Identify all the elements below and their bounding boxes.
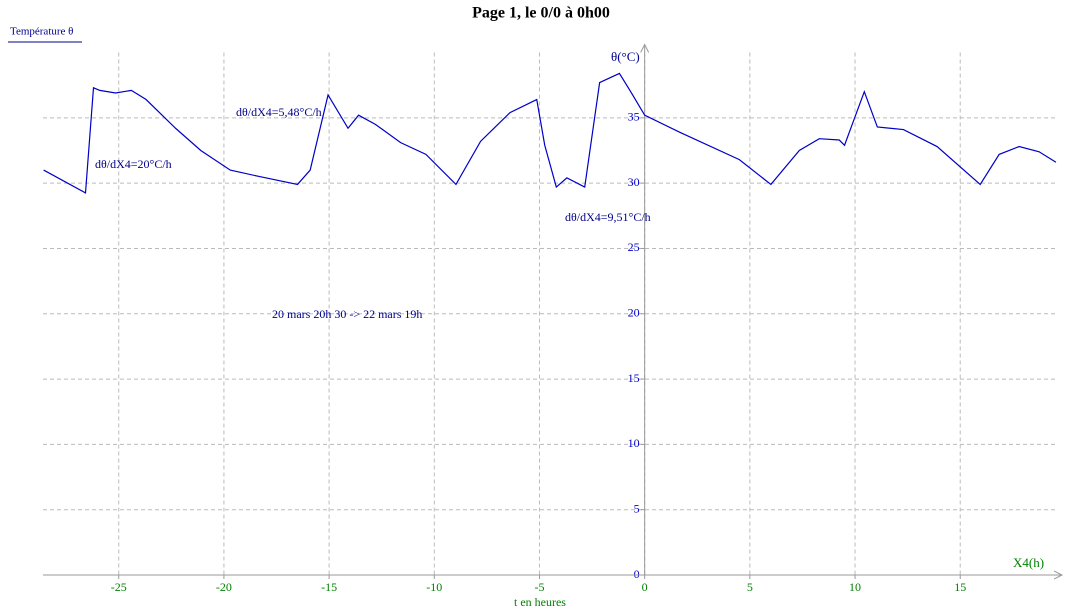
y-tick-label: 0 — [634, 567, 640, 581]
x-axis-name: X4(h) — [1013, 555, 1044, 570]
x-tick-label: -20 — [216, 580, 232, 594]
x-tick-label: 0 — [642, 580, 648, 594]
x-tick-label: 5 — [747, 580, 753, 594]
data-line — [43, 72, 1057, 194]
y-tick-label: 15 — [628, 371, 640, 385]
annotation: dθ/dX4=5,48°C/h — [236, 105, 322, 119]
y-tick-label: 20 — [628, 306, 640, 320]
annotation: dθ/dX4=9,51°C/h — [565, 210, 651, 224]
x-tick-label: 15 — [954, 580, 966, 594]
x-tick-label: -5 — [534, 580, 544, 594]
x-tick-label: -15 — [321, 580, 337, 594]
chart-title: Page 1, le 0/0 à 0h00 — [472, 5, 610, 22]
x-tick-label: -25 — [111, 580, 127, 594]
annotation: 20 mars 20h 30 -> 22 mars 19h — [272, 307, 422, 321]
annotation: dθ/dX4=20°C/h — [95, 157, 172, 171]
y-tick-label: 5 — [634, 501, 640, 515]
legend-entry: Température θ — [10, 26, 73, 38]
y-tick-label: 25 — [628, 240, 640, 254]
y-tick-label: 30 — [628, 175, 640, 189]
y-tick-label: 35 — [628, 110, 640, 124]
x-tick-label: 10 — [849, 580, 861, 594]
y-axis-label: θ(°C) — [611, 49, 640, 64]
x-tick-label: -10 — [426, 580, 442, 594]
y-tick-label: 10 — [628, 436, 640, 450]
x-axis-label: t en heures — [514, 595, 566, 609]
